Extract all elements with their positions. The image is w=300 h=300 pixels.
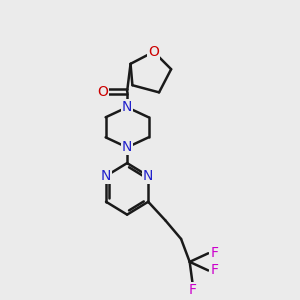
- Text: O: O: [97, 85, 108, 98]
- Text: N: N: [101, 169, 111, 183]
- Text: O: O: [148, 45, 159, 59]
- Text: F: F: [188, 284, 196, 298]
- Text: N: N: [143, 169, 153, 183]
- Text: F: F: [211, 263, 219, 278]
- Text: N: N: [122, 100, 132, 114]
- Text: N: N: [122, 140, 132, 154]
- Text: F: F: [211, 246, 219, 260]
